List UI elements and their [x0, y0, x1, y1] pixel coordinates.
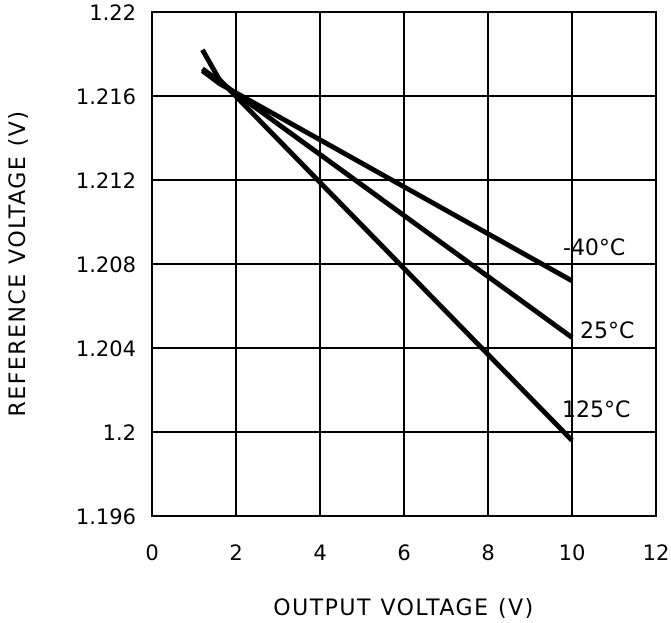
series-line-125c — [200, 48, 574, 443]
x-tick-labels: 0 2 4 6 8 10 12 — [145, 541, 669, 565]
grid-lines — [152, 12, 656, 516]
y-tick-label: 1.212 — [76, 169, 136, 193]
x-axis-title: OUTPUT VOLTAGE (V) — [273, 596, 534, 621]
y-tick-labels: 1.196 1.2 1.204 1.208 1.212 1.216 1.22 — [76, 1, 136, 529]
y-tick-label: 1.216 — [76, 85, 136, 109]
y-tick-label: 1.196 — [76, 505, 136, 529]
y-tick-label: 1.22 — [89, 1, 136, 25]
x-tick-label: 6 — [397, 541, 410, 565]
x-tick-label: 4 — [313, 541, 326, 565]
x-tick-label: 2 — [229, 541, 242, 565]
y-axis-title: REFERENCE VOLTAGE (V) — [6, 110, 31, 417]
y-tick-label: 1.208 — [76, 253, 136, 277]
y-tick-label: 1.2 — [103, 421, 136, 445]
series-labels: -40°C 25°C 125°C — [562, 236, 634, 423]
series-label-125c: 125°C — [562, 398, 630, 423]
x-tick-label: 10 — [559, 541, 586, 565]
plot-frame — [151, 11, 657, 517]
series-line-25c — [200, 66, 574, 340]
series-label-25c: 25°C — [580, 319, 634, 344]
series-label-minus40c: -40°C — [563, 236, 625, 261]
x-tick-label: 12 — [643, 541, 670, 565]
x-tick-label: 8 — [481, 541, 494, 565]
x-tick-label: 0 — [145, 541, 158, 565]
series-lines — [200, 48, 574, 443]
y-tick-label: 1.204 — [76, 337, 136, 361]
